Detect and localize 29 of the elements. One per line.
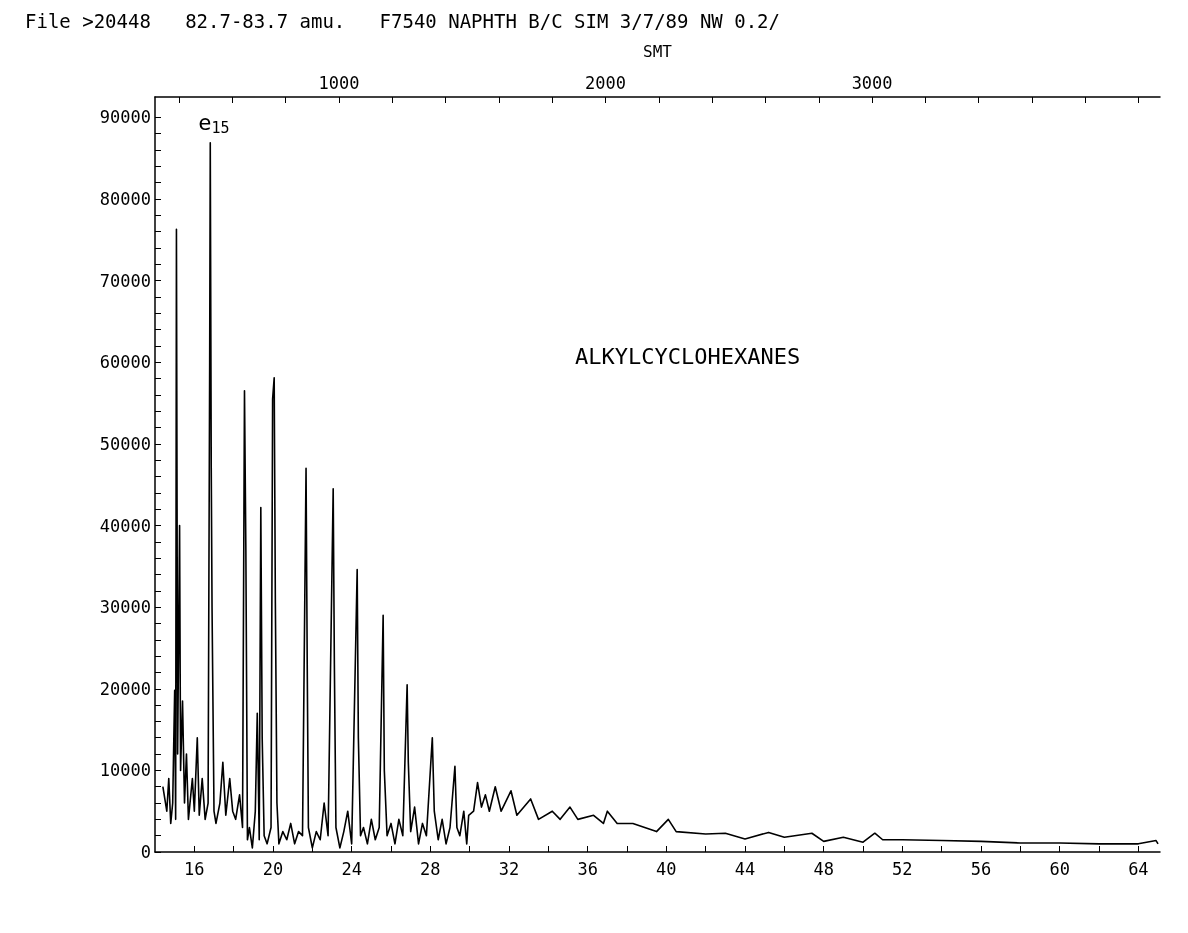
y-tick-label: 50000	[99, 433, 151, 454]
x-tick-label: 32	[498, 858, 520, 879]
y-tick-label: 90000	[99, 107, 151, 128]
x-tick-label: 48	[813, 858, 834, 879]
x-tick-label: 52	[892, 858, 913, 879]
x-tick-label: 28	[420, 858, 441, 879]
x-tick-label: 16	[184, 858, 205, 879]
x2-tick-label: 3000	[851, 72, 893, 93]
x-tick-label: 64	[1128, 858, 1149, 879]
y-tick-label: 40000	[99, 515, 151, 536]
x-tick-label: 36	[577, 858, 598, 879]
x2-tick-label: 1000	[318, 72, 360, 93]
y-tick-label: 0	[140, 842, 151, 862]
chart-title: File >20448 82.7-83.7 amu. F7540 NAPHTH B/C SIM 3/7/89 NW 0.2/	[25, 9, 780, 32]
y-tick-label: 80000	[99, 189, 151, 210]
x-tick-label: 60	[1049, 858, 1070, 879]
x-tick-label: 40	[656, 858, 677, 879]
x-tick-label: 24	[341, 858, 362, 879]
x2-axis-title: SMT	[643, 41, 673, 61]
x-tick-label: 44	[734, 858, 756, 879]
x-tick-label: 56	[970, 858, 992, 879]
x-tick-label: 20	[262, 858, 284, 879]
y-tick-label: 30000	[99, 597, 151, 618]
x2-tick-label: 2000	[585, 72, 626, 93]
y-tick-label: 70000	[99, 270, 151, 291]
annotation: ALKYLCYCLOHEXANES	[575, 343, 801, 369]
y-tick-label: 60000	[99, 352, 151, 373]
y-tick-label: 10000	[99, 760, 151, 781]
y-tick-label: 20000	[99, 678, 151, 699]
